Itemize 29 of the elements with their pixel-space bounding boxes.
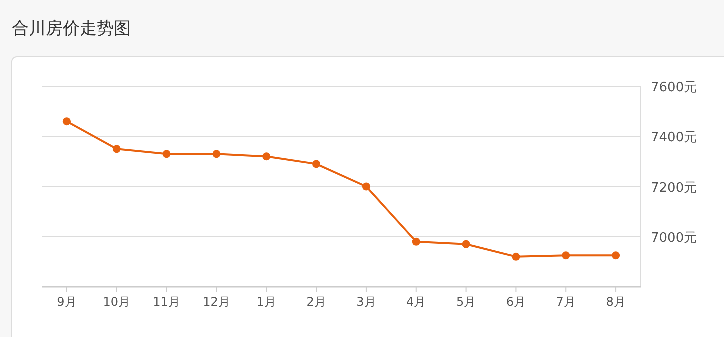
point [462,240,470,248]
point [112,145,121,154]
y-tick-label: 7000元 [651,230,698,246]
x-tick-label: 1月 [256,295,276,309]
point [412,238,420,246]
y-tick-label: 7400元 [651,130,698,146]
point [512,252,520,261]
x-tick-label: 9月 [57,295,77,309]
point [562,252,570,260]
point [62,118,71,126]
x-tick-label: 8月 [606,295,626,309]
x-tick-label: 11月 [153,295,180,309]
x-tick-label: 3月 [356,295,376,309]
x-tick-label: 6月 [506,295,526,309]
x-tick-label: 7月 [556,295,576,309]
point [212,150,221,158]
point [312,160,321,168]
x-tick-label: 12月 [203,295,230,309]
x-tick-label: 10月 [103,295,131,309]
chart-title: 合川房价走势图 [12,19,131,39]
x-tick-label: 2月 [306,295,326,309]
y-tick-label: 7200元 [651,180,698,196]
point [162,150,171,158]
point [262,152,271,161]
x-tick-label: 5月 [456,295,476,309]
x-tick-label: 4月 [406,295,426,309]
point [612,252,620,260]
point [362,182,370,191]
y-tick-label: 7600元 [651,80,698,96]
